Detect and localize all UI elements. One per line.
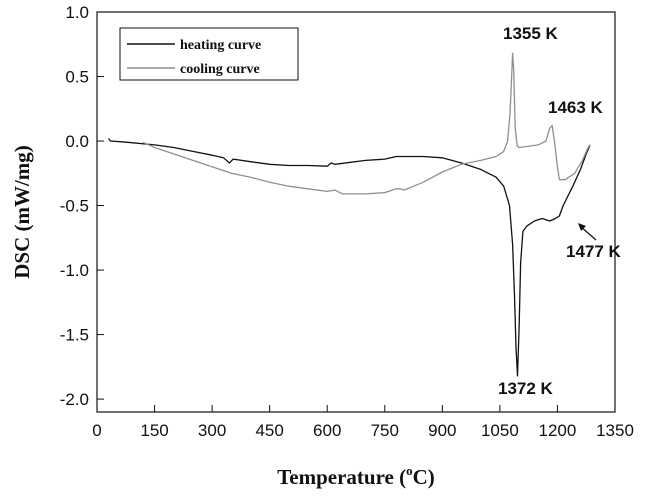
arrow-head [578, 223, 586, 231]
y-tick-label: -1.5 [60, 326, 89, 345]
x-tick-label: 1200 [539, 421, 577, 440]
y-tick-label: -1.0 [60, 261, 89, 280]
heating-curve-line [107, 138, 591, 377]
y-tick-label: 1.0 [65, 3, 89, 22]
y-tick-label: -2.0 [60, 390, 89, 409]
x-tick-label: 150 [140, 421, 168, 440]
annotation-1355k: 1355 K [503, 24, 559, 43]
x-tick-label: 1050 [481, 421, 519, 440]
x-tick-label: 300 [198, 421, 226, 440]
annotation-1477k: 1477 K [566, 242, 622, 261]
x-axis-title-superscript: o [406, 463, 413, 478]
x-tick-label: 450 [255, 421, 283, 440]
legend: heating curve cooling curve [119, 27, 299, 81]
legend-box [119, 27, 299, 81]
legend-label-heating: heating curve [180, 38, 261, 53]
annotation-arrow-1477k [578, 223, 597, 241]
cooling-curve-line [142, 52, 591, 195]
annotation-1463k: 1463 K [548, 98, 604, 117]
annotation-1372k: 1372 K [498, 379, 554, 398]
x-tick-label: 0 [92, 421, 101, 440]
x-axis-title: Temperature (oC) [277, 463, 435, 489]
x-axis-title-main: Temperature ( [277, 465, 406, 489]
plot-frame [96, 11, 616, 413]
x-axis-title-unit: C) [413, 465, 435, 489]
legend-label-cooling: cooling curve [180, 62, 260, 77]
y-tick-label: 0.0 [65, 132, 89, 151]
ticks-group: 0 150 300 450 600 750 900 1050 1200 1350 1.0 0.5 0.0… [60, 3, 634, 440]
x-tick-label: 900 [428, 421, 456, 440]
y-tick-label: -0.5 [60, 197, 89, 216]
x-tick-label: 750 [371, 421, 399, 440]
x-tick-label: 1350 [596, 421, 634, 440]
y-tick-label: 0.5 [65, 68, 89, 87]
y-axis-title: DSC (mW/mg) [10, 145, 34, 279]
series-group [107, 52, 591, 377]
x-tick-label: 600 [313, 421, 341, 440]
